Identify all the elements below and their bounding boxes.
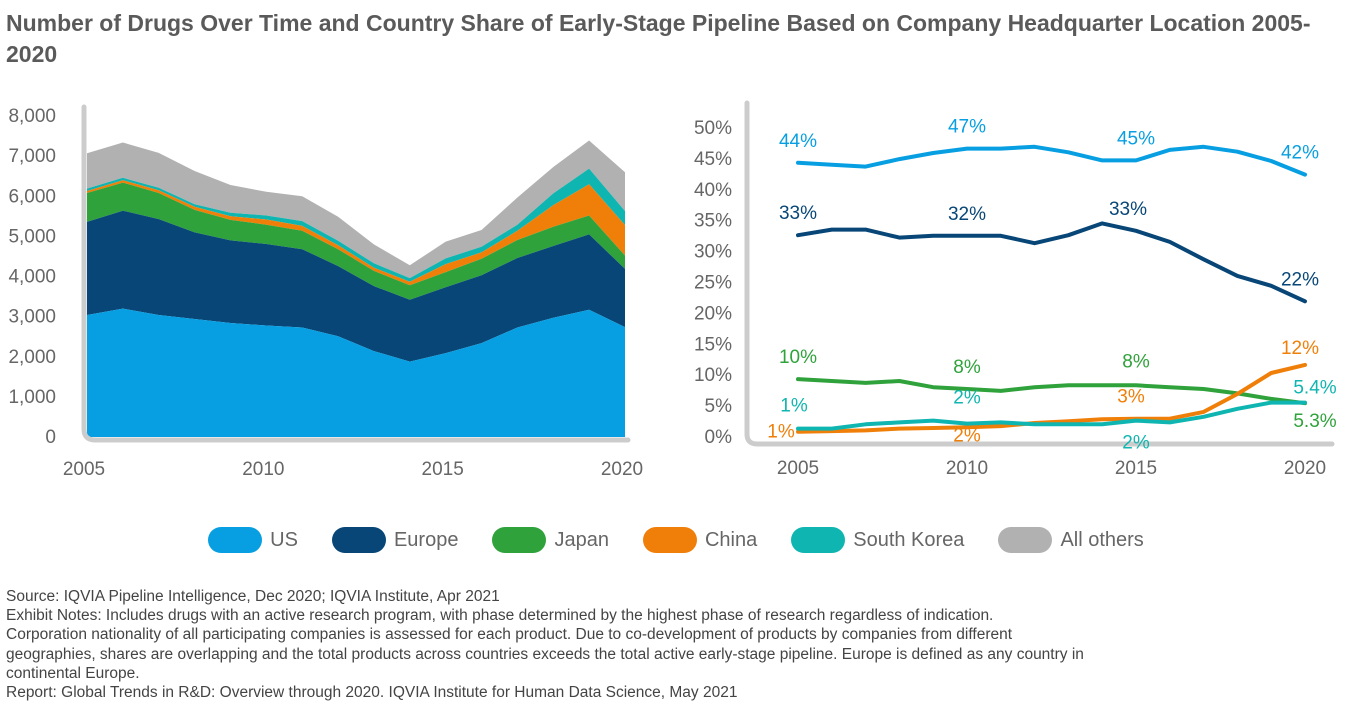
area-y-tick-label: 4,000 bbox=[8, 267, 56, 288]
area-series-south-korea bbox=[87, 168, 625, 282]
legend-label-south-korea: South Korea bbox=[853, 528, 965, 551]
data-label-japan: 8% bbox=[953, 357, 981, 378]
legend-label-japan: Japan bbox=[554, 528, 609, 551]
legend-swatch-south-korea bbox=[791, 527, 846, 553]
data-label-us: 45% bbox=[1117, 128, 1155, 149]
area-series-japan bbox=[87, 182, 625, 300]
area-x-tick-label: 2015 bbox=[422, 459, 464, 480]
legend-label-all-others: All others bbox=[1060, 528, 1144, 551]
data-label-china: 2% bbox=[953, 425, 981, 446]
area-series-us bbox=[87, 308, 625, 437]
legend-item-all-others: All others bbox=[998, 527, 1144, 553]
legend-swatch-japan bbox=[492, 527, 547, 553]
area-y-tick-label: 7,000 bbox=[8, 146, 56, 167]
line-y-tick-label: 15% bbox=[694, 334, 732, 355]
area-series-europe bbox=[87, 210, 625, 362]
area-y-tick-label: 8,000 bbox=[8, 106, 56, 127]
line-series-china bbox=[796, 362, 1307, 434]
line-y-tick-label: 10% bbox=[694, 365, 732, 386]
area-series-all-others bbox=[87, 140, 625, 279]
data-label-europe: 33% bbox=[1109, 199, 1147, 220]
data-label-europe: 32% bbox=[948, 204, 986, 225]
data-label-us: 42% bbox=[1281, 143, 1319, 164]
exhibit-note-line: continental Europe. bbox=[6, 664, 140, 682]
line-series-europe bbox=[796, 221, 1307, 304]
line-axis bbox=[744, 100, 1335, 447]
chart-title: Number of Drugs Over Time and Country Sh… bbox=[6, 10, 1311, 67]
legend-item-us: US bbox=[208, 527, 298, 553]
line-y-tick-label: 40% bbox=[694, 180, 732, 201]
line-y-tick-label: 35% bbox=[694, 211, 732, 232]
area-y-tick-label: 3,000 bbox=[8, 307, 56, 328]
data-label-japan: 10% bbox=[779, 347, 817, 368]
legend-label-us: US bbox=[270, 528, 298, 551]
data-label-us: 47% bbox=[948, 117, 986, 138]
data-label-europe: 22% bbox=[1281, 269, 1319, 290]
legend-item-south-korea: South Korea bbox=[791, 527, 964, 553]
data-label-south-korea: 5.4% bbox=[1293, 378, 1336, 399]
area-x-tick-label: 2010 bbox=[242, 459, 284, 480]
area-x-tick-label: 2020 bbox=[601, 459, 643, 480]
area-series-china bbox=[87, 180, 625, 286]
line-x-tick-label: 2005 bbox=[777, 458, 819, 479]
legend-label-europe: Europe bbox=[393, 528, 459, 551]
line-chart: 0% 5% 10% 15% 20% 25% 30% 35% 40% 45% 50% 2005 2010 2… bbox=[694, 100, 1337, 479]
legend-item-china: China bbox=[642, 527, 758, 553]
exhibit-note-line: Exhibit Notes: Includes drugs with an ac… bbox=[6, 607, 994, 625]
area-y-tick-label: 6,000 bbox=[8, 186, 56, 207]
area-y-tick-label: 5,000 bbox=[8, 226, 56, 247]
legend-swatch-all-others bbox=[998, 527, 1053, 553]
exhibit-note-line: Corporation nationality of all participa… bbox=[6, 626, 1013, 644]
line-x-tick-label: 2015 bbox=[1115, 458, 1157, 479]
legend-swatch-china bbox=[642, 527, 697, 553]
data-label-china: 3% bbox=[1117, 387, 1145, 408]
line-y-tick-label: 30% bbox=[694, 242, 732, 263]
area-axis bbox=[81, 104, 631, 443]
data-label-japan: 8% bbox=[1122, 351, 1150, 372]
line-series-us bbox=[796, 144, 1307, 177]
data-label-europe: 33% bbox=[779, 203, 817, 224]
footnotes: Source: IQVIA Pipeline Intelligence, Dec… bbox=[6, 587, 1336, 702]
source-note: Source: IQVIA Pipeline Intelligence, Dec… bbox=[6, 588, 500, 605]
report-note: Report: Global Trends in R&D: Overview t… bbox=[6, 684, 738, 702]
line-series-japan bbox=[796, 377, 1307, 406]
line-y-tick-label: 20% bbox=[694, 303, 732, 324]
exhibit-note-line: geographies, shares are overlapping and … bbox=[6, 645, 1084, 663]
line-y-tick-label: 50% bbox=[694, 118, 732, 139]
data-label-south-korea: 2% bbox=[953, 388, 981, 409]
legend-swatch-us bbox=[208, 527, 263, 553]
data-label-china: 1% bbox=[767, 422, 795, 443]
line-y-tick-label: 25% bbox=[694, 273, 732, 294]
data-label-south-korea: 2% bbox=[1122, 433, 1150, 454]
legend: US Europe Japan China South Korea All ot… bbox=[0, 520, 1352, 560]
data-label-china: 12% bbox=[1281, 338, 1319, 359]
line-y-tick-label: 0% bbox=[705, 427, 733, 448]
line-x-tick-label: 2020 bbox=[1284, 458, 1326, 479]
line-x-tick-label: 2010 bbox=[946, 458, 988, 479]
data-label-south-korea: 1% bbox=[780, 396, 808, 417]
legend-item-europe: Europe bbox=[331, 527, 459, 553]
area-chart: 0 1,000 2,000 3,000 4,000 5,000 6,000 7,000 8,00… bbox=[8, 104, 643, 480]
legend-item-japan: Japan bbox=[492, 527, 609, 553]
line-y-tick-label: 5% bbox=[705, 396, 733, 417]
line-series-south-korea bbox=[796, 400, 1307, 431]
data-label-us: 44% bbox=[779, 131, 817, 152]
line-y-tick-label: 45% bbox=[694, 149, 732, 170]
legend-label-china: China bbox=[704, 528, 758, 551]
legend-swatch-europe bbox=[331, 527, 386, 553]
area-y-tick-label: 0 bbox=[45, 427, 56, 448]
area-y-tick-label: 1,000 bbox=[8, 387, 56, 408]
area-x-tick-label: 2005 bbox=[63, 459, 105, 480]
area-y-tick-label: 2,000 bbox=[8, 347, 56, 368]
data-label-japan: 5.3% bbox=[1293, 411, 1336, 432]
